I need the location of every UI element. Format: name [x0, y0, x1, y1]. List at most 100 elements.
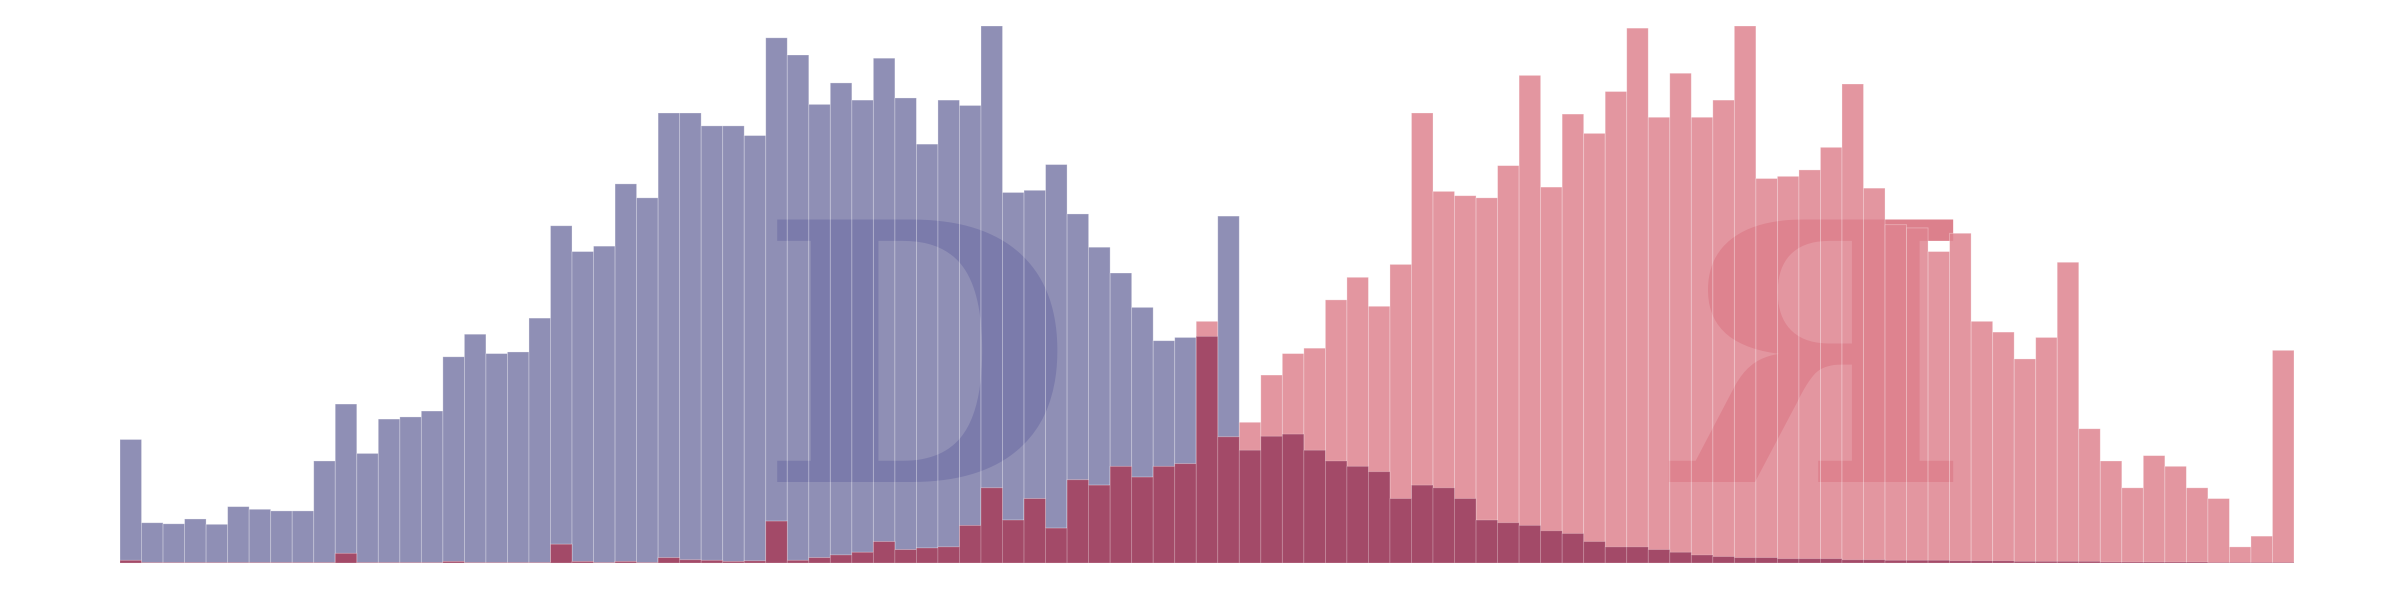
bar-s1-100: [2272, 349, 2295, 564]
bar-s1-63: [1475, 197, 1498, 564]
overlap-bar-59: [1389, 498, 1412, 564]
overlap-bar-61: [1432, 487, 1455, 564]
overlap-bar-2: [162, 562, 185, 564]
overlap-bar-27: [700, 559, 724, 564]
overlap-bar-63: [1475, 519, 1498, 564]
bar-s1-94: [2142, 455, 2166, 564]
overlap-bar-8: [291, 562, 315, 564]
overlap-bar-48: [1152, 465, 1176, 564]
bar-s0-30: [765, 37, 788, 564]
overlap-bar-10: [334, 552, 358, 564]
overlap-bar-90: [2056, 560, 2080, 564]
overlap-bar-17: [485, 562, 508, 564]
bar-s0-9: [313, 460, 336, 564]
bar-s1-89: [2035, 337, 2058, 564]
bar-s0-20: [550, 225, 573, 564]
bar-s1-79: [1820, 146, 1843, 564]
bar-s1-90: [2056, 261, 2080, 564]
bar-s1-78: [1798, 169, 1821, 564]
overlap-bar-1: [141, 562, 164, 564]
overlap-bar-60: [1411, 484, 1434, 564]
overlap-bar-43: [1045, 527, 1068, 564]
overlap-bar-15: [442, 560, 465, 564]
bar-s0-35: [872, 57, 896, 564]
bar-s1-88: [2013, 358, 2037, 564]
bar-s1-72: [1669, 72, 1692, 564]
bar-s0-10: [334, 403, 358, 564]
bar-s1-75: [1733, 25, 1757, 564]
bar-s1-87: [1992, 331, 2015, 564]
bar-s1-95: [2164, 465, 2187, 564]
overlap-bar-22: [593, 562, 616, 564]
overlap-bar-16: [463, 562, 487, 564]
overlap-bar-46: [1109, 465, 1133, 564]
overlap-bar-28: [722, 560, 745, 564]
bar-s1-68: [1583, 132, 1606, 564]
bar-s0-26: [679, 112, 702, 564]
overlap-bar-81: [1863, 559, 1886, 564]
overlap-bar-36: [894, 549, 917, 564]
bar-s1-69: [1604, 91, 1628, 564]
overlap-bar-38: [937, 546, 960, 564]
overlap-bar-5: [227, 562, 250, 564]
overlap-bar-64: [1497, 522, 1520, 564]
bar-s1-76: [1755, 178, 1778, 564]
bar-s1-93: [2121, 487, 2144, 564]
overlap-bar-72: [1669, 551, 1692, 564]
overlap-bar-18: [507, 562, 530, 564]
overlap-bar-54: [1281, 433, 1305, 564]
overlap-bar-41: [1002, 519, 1025, 564]
bar-s0-38: [937, 99, 960, 564]
overlap-bar-37: [916, 547, 939, 564]
bar-s0-28: [722, 125, 745, 564]
bar-s1-71: [1647, 116, 1671, 564]
overlap-bar-52: [1238, 449, 1262, 564]
bar-s1-74: [1712, 99, 1735, 564]
overlap-bar-76: [1755, 557, 1778, 564]
bar-s0-22: [593, 245, 616, 564]
bar-s1-81: [1863, 187, 1886, 564]
overlap-bar-4: [205, 562, 229, 564]
overlap-bar-19: [528, 562, 551, 564]
bar-s0-21: [571, 251, 594, 564]
bar-s0-43: [1045, 164, 1068, 564]
overlap-bar-6: [248, 562, 272, 564]
bar-s0-12: [377, 418, 401, 564]
bar-s0-17: [485, 353, 508, 564]
overlap-bar-35: [872, 541, 896, 564]
overlap-bar-11: [356, 562, 379, 564]
overlap-bar-83: [1906, 559, 1929, 564]
overlap-bar-56: [1324, 460, 1348, 564]
overlap-bar-84: [1927, 559, 1950, 564]
overlap-bar-94: [2142, 561, 2166, 564]
overlap-bar-39: [959, 525, 982, 564]
bar-s0-15: [442, 356, 465, 564]
overlap-bar-21: [571, 560, 594, 564]
overlap-bar-26: [679, 559, 702, 564]
bar-s1-83: [1906, 227, 1929, 564]
overlap-bar-71: [1647, 549, 1671, 564]
overlap-bar-74: [1712, 556, 1735, 564]
bar-s0-13: [399, 416, 422, 564]
bar-s0-0: [119, 439, 142, 564]
overlap-bar-9: [313, 562, 336, 564]
overlap-bar-96: [2185, 561, 2209, 564]
bar-s1-77: [1777, 175, 1800, 564]
bar-s0-29: [743, 135, 767, 564]
overlap-bar-80: [1841, 559, 1864, 564]
overlap-bar-32: [808, 557, 831, 564]
bar-s1-70: [1626, 27, 1649, 564]
overlap-bar-66: [1540, 530, 1563, 564]
overlap-bar-87: [1992, 560, 2015, 564]
bar-s1-84: [1927, 251, 1950, 564]
bar-s1-82: [1884, 224, 1907, 564]
bar-s1-96: [2185, 487, 2209, 564]
overlap-bar-23: [614, 560, 637, 564]
bar-s0-3: [184, 518, 207, 564]
overlap-bar-69: [1604, 546, 1628, 564]
bar-s0-32: [808, 104, 831, 564]
overlap-bar-88: [2013, 560, 2037, 564]
bar-s0-2: [162, 523, 185, 564]
overlap-bar-25: [657, 557, 681, 564]
bar-s0-34: [851, 99, 874, 564]
